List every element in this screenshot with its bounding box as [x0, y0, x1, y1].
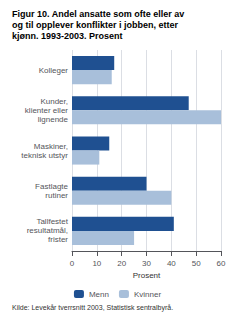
svg-text:teknisk utstyr: teknisk utstyr [21, 151, 68, 160]
svg-text:resultatmål,: resultatmål, [27, 226, 68, 235]
svg-text:0: 0 [70, 259, 75, 268]
svg-text:60: 60 [217, 259, 226, 268]
svg-text:klienter eller: klienter eller [25, 106, 68, 115]
svg-text:Kvinner: Kvinner [134, 290, 161, 299]
svg-text:lignende: lignende [38, 115, 69, 124]
svg-text:Figur 10. Andel ansatte som of: Figur 10. Andel ansatte som ofte eller a… [12, 9, 184, 19]
svg-text:20: 20 [117, 259, 126, 268]
svg-text:Fastlagte: Fastlagte [35, 182, 68, 191]
svg-text:40: 40 [167, 259, 176, 268]
svg-text:Kunder,: Kunder, [40, 97, 68, 106]
svg-text:Kolleger: Kolleger [39, 66, 69, 75]
svg-text:Maskiner,: Maskiner, [34, 142, 68, 151]
svg-text:30: 30 [142, 259, 151, 268]
svg-text:Tallfestet: Tallfestet [36, 217, 68, 226]
svg-text:Prosent: Prosent [133, 271, 161, 280]
svg-text:Kilde: Levekår tverrsnitt 2003: Kilde: Levekår tverrsnitt 2003, Statisti… [12, 304, 173, 312]
svg-text:Menn: Menn [89, 290, 109, 299]
svg-text:kjønn. 1993-2003. Prosent: kjønn. 1993-2003. Prosent [12, 31, 123, 41]
svg-text:10: 10 [92, 259, 101, 268]
svg-text:50: 50 [192, 259, 201, 268]
svg-text:og til opplever konflikter i j: og til opplever konflikter i jobben, ett… [12, 20, 179, 30]
svg-text:rutiner: rutiner [45, 191, 68, 200]
svg-text:frister: frister [48, 235, 68, 244]
